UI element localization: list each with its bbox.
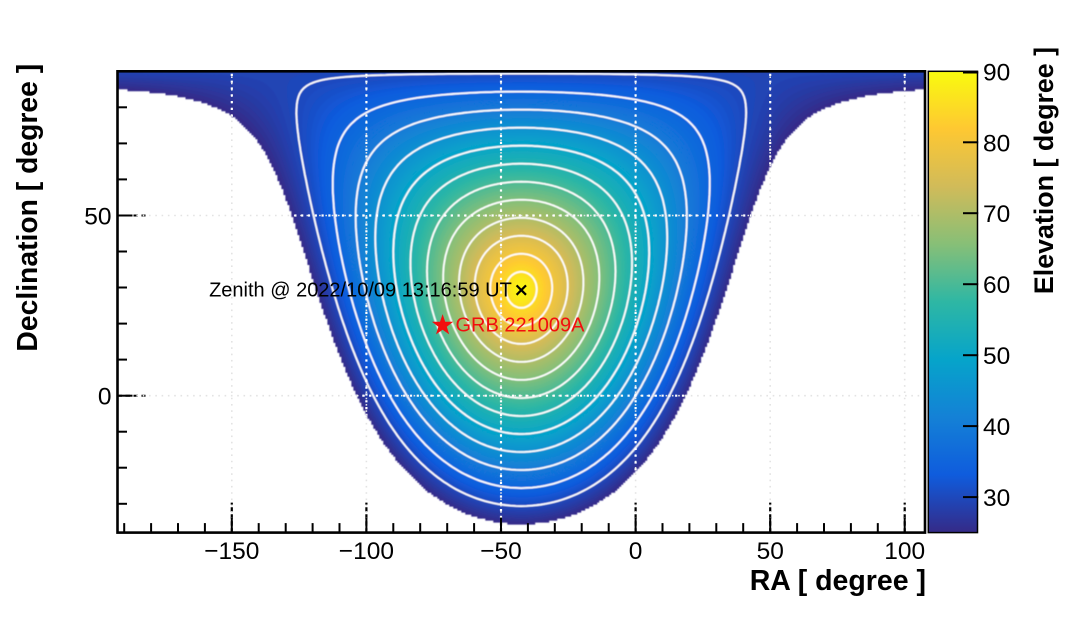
svg-text:70: 70 [983,201,1010,228]
svg-text:30: 30 [983,485,1010,512]
svg-text:50: 50 [757,538,784,565]
svg-text:0: 0 [629,538,643,565]
svg-text:90: 90 [983,59,1010,86]
svg-text:60: 60 [983,272,1010,299]
svg-text:50: 50 [84,204,111,231]
svg-text:0: 0 [98,384,112,411]
svg-text:−100: −100 [339,538,394,565]
svg-text:RA [ degree ]: RA [ degree ] [750,565,926,597]
svg-text:50: 50 [983,343,1010,370]
svg-text:100: 100 [884,538,925,565]
svg-text:80: 80 [983,130,1010,157]
svg-text:GRB 221009A: GRB 221009A [456,314,586,336]
svg-text:−50: −50 [480,538,522,565]
svg-text:−150: −150 [204,538,259,565]
svg-text:Zenith @ 2022/10/09 13:16:59 U: Zenith @ 2022/10/09 13:16:59 UT [209,280,512,302]
svg-text:Declination [ degree ]: Declination [ degree ] [11,64,43,352]
svg-text:Elevation [ degree ]: Elevation [ degree ] [1029,47,1059,294]
svg-text:40: 40 [983,414,1010,441]
